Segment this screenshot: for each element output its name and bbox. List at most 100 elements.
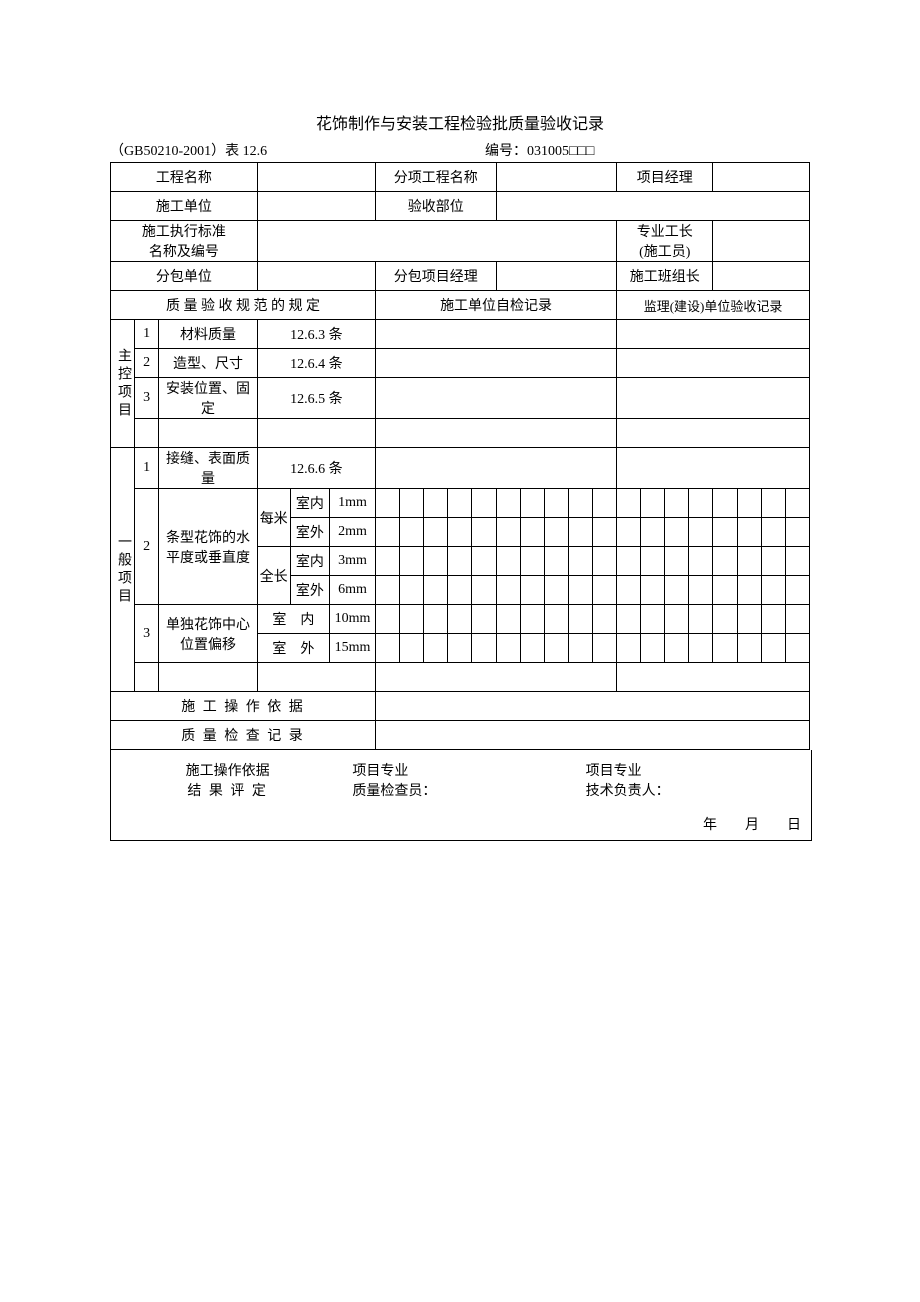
c6e[interactable] — [496, 605, 520, 634]
c6f[interactable] — [496, 634, 520, 663]
s2d[interactable] — [641, 576, 665, 605]
s4c[interactable] — [689, 547, 713, 576]
s3b[interactable] — [665, 518, 689, 547]
s8d[interactable] — [785, 576, 809, 605]
s7d[interactable] — [761, 576, 785, 605]
c9b[interactable] — [568, 518, 592, 547]
c6d[interactable] — [496, 576, 520, 605]
c8d[interactable] — [544, 576, 568, 605]
s8f[interactable] — [785, 634, 809, 663]
c3b[interactable] — [424, 518, 448, 547]
s1d[interactable] — [617, 576, 641, 605]
s6c[interactable] — [737, 547, 761, 576]
value-team-leader[interactable] — [713, 262, 810, 291]
s8c[interactable] — [785, 547, 809, 576]
c1d[interactable] — [376, 576, 400, 605]
s6b[interactable] — [737, 518, 761, 547]
s2c[interactable] — [641, 547, 665, 576]
c6c[interactable] — [496, 547, 520, 576]
main-1-selfcheck[interactable] — [376, 320, 617, 349]
c6b[interactable] — [496, 518, 520, 547]
main-2-selfcheck[interactable] — [376, 349, 617, 378]
s5[interactable] — [713, 489, 737, 518]
value-subcontractor[interactable] — [257, 262, 375, 291]
s5d[interactable] — [713, 576, 737, 605]
c1c[interactable] — [376, 547, 400, 576]
c10b[interactable] — [592, 518, 616, 547]
gen-1-selfcheck[interactable] — [376, 448, 617, 489]
s3f[interactable] — [665, 634, 689, 663]
c5e[interactable] — [472, 605, 496, 634]
s5f[interactable] — [713, 634, 737, 663]
s4b[interactable] — [689, 518, 713, 547]
value-pro-foreman[interactable] — [713, 221, 810, 262]
value-quality-record[interactable] — [376, 721, 810, 750]
value-project-name[interactable] — [257, 163, 375, 192]
s3[interactable] — [665, 489, 689, 518]
value-acceptance-part[interactable] — [496, 192, 809, 221]
c9c[interactable] — [568, 547, 592, 576]
s2e[interactable] — [641, 605, 665, 634]
main-1-supervisor[interactable] — [617, 320, 810, 349]
c7d[interactable] — [520, 576, 544, 605]
s7b[interactable] — [761, 518, 785, 547]
c8c[interactable] — [544, 547, 568, 576]
c9e[interactable] — [568, 605, 592, 634]
s7e[interactable] — [761, 605, 785, 634]
s1f[interactable] — [617, 634, 641, 663]
c8e[interactable] — [544, 605, 568, 634]
s4d[interactable] — [689, 576, 713, 605]
c5d[interactable] — [472, 576, 496, 605]
c7f[interactable] — [520, 634, 544, 663]
c3f[interactable] — [424, 634, 448, 663]
s6f[interactable] — [737, 634, 761, 663]
value-sub-pm[interactable] — [496, 262, 617, 291]
gen-1-supervisor[interactable] — [617, 448, 810, 489]
s5c[interactable] — [713, 547, 737, 576]
c9f[interactable] — [568, 634, 592, 663]
c7e[interactable] — [520, 605, 544, 634]
s8b[interactable] — [785, 518, 809, 547]
c10d[interactable] — [592, 576, 616, 605]
value-project-manager[interactable] — [713, 163, 810, 192]
c2b[interactable] — [400, 518, 424, 547]
gen-blank-supervisor[interactable] — [617, 663, 810, 692]
s3c[interactable] — [665, 547, 689, 576]
s5b[interactable] — [713, 518, 737, 547]
value-subproject-name[interactable] — [496, 163, 617, 192]
c5b[interactable] — [472, 518, 496, 547]
s1b[interactable] — [617, 518, 641, 547]
c9d[interactable] — [568, 576, 592, 605]
s2[interactable] — [641, 489, 665, 518]
c3[interactable] — [424, 489, 448, 518]
main-blank-supervisor[interactable] — [617, 419, 810, 448]
c7[interactable] — [520, 489, 544, 518]
c1f[interactable] — [376, 634, 400, 663]
c2e[interactable] — [400, 605, 424, 634]
c8[interactable] — [544, 489, 568, 518]
c8b[interactable] — [544, 518, 568, 547]
c10f[interactable] — [592, 634, 616, 663]
main-2-supervisor[interactable] — [617, 349, 810, 378]
c6[interactable] — [496, 489, 520, 518]
c5f[interactable] — [472, 634, 496, 663]
s2f[interactable] — [641, 634, 665, 663]
s6[interactable] — [737, 489, 761, 518]
value-exec-standard[interactable] — [257, 221, 616, 262]
c7c[interactable] — [520, 547, 544, 576]
s7c[interactable] — [761, 547, 785, 576]
c4b[interactable] — [448, 518, 472, 547]
c9[interactable] — [568, 489, 592, 518]
s3e[interactable] — [665, 605, 689, 634]
s3d[interactable] — [665, 576, 689, 605]
value-construction-unit[interactable] — [257, 192, 375, 221]
main-3-selfcheck[interactable] — [376, 378, 617, 419]
s6e[interactable] — [737, 605, 761, 634]
c2[interactable] — [400, 489, 424, 518]
c1[interactable] — [376, 489, 400, 518]
s7f[interactable] — [761, 634, 785, 663]
main-blank-selfcheck[interactable] — [376, 419, 617, 448]
c1e[interactable] — [376, 605, 400, 634]
s4e[interactable] — [689, 605, 713, 634]
c2f[interactable] — [400, 634, 424, 663]
